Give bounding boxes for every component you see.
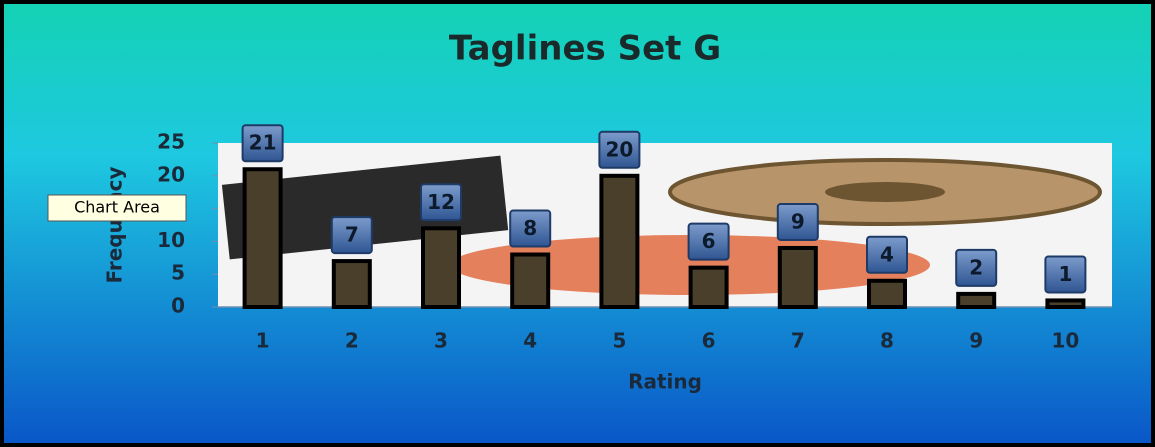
- data-label: 7: [345, 223, 359, 247]
- x-tick-label: 5: [612, 329, 626, 353]
- data-label: 9: [791, 209, 805, 233]
- y-tick-label: 10: [157, 228, 185, 252]
- y-axis-label: Frequency: [103, 166, 127, 283]
- data-label-box: [420, 183, 462, 222]
- x-tick-label: 7: [791, 329, 805, 353]
- x-tick-label: 8: [880, 329, 894, 353]
- data-label: 8: [523, 216, 537, 240]
- bar: [421, 226, 461, 309]
- bar: [777, 245, 818, 310]
- data-label-box: [241, 124, 284, 163]
- data-label-box: [955, 248, 998, 287]
- data-label-box: [509, 209, 552, 248]
- bar: [510, 252, 551, 310]
- bar: [867, 278, 907, 310]
- data-label: 4: [880, 242, 894, 266]
- tooltip: Chart Area: [47, 194, 187, 222]
- bar: [956, 291, 997, 310]
- data-label: 12: [427, 190, 455, 214]
- data-label-box: [330, 216, 373, 255]
- x-tick-label: 2: [345, 329, 359, 353]
- x-tick-label: 6: [702, 329, 716, 353]
- y-tick-label: 20: [157, 162, 185, 186]
- y-tick-label: 0: [171, 294, 185, 318]
- data-label: 21: [249, 131, 277, 155]
- data-label-box: [598, 130, 641, 169]
- data-label-box: [1044, 255, 1087, 294]
- data-label-box: [866, 235, 908, 274]
- bar: [242, 167, 283, 309]
- data-label-box: [776, 202, 819, 241]
- x-tick-label: 4: [523, 329, 537, 353]
- x-tick-label: 9: [969, 329, 983, 353]
- y-tick-label: 25: [157, 130, 185, 154]
- data-label-box: [687, 222, 730, 261]
- x-tick-label: 10: [1051, 329, 1079, 353]
- tooltip-text: Chart Area: [74, 198, 160, 217]
- bar: [1045, 298, 1086, 310]
- x-axis-label: Rating: [628, 370, 702, 394]
- data-label: 6: [702, 229, 716, 253]
- bar: [331, 259, 372, 309]
- chart-title: Taglines Set G: [449, 29, 721, 69]
- y-tick-label: 5: [171, 261, 185, 285]
- bar: [599, 173, 640, 309]
- data-label: 1: [1058, 262, 1072, 286]
- x-tick-label: 3: [434, 329, 448, 353]
- data-label: 2: [969, 255, 983, 279]
- data-label: 20: [605, 137, 633, 161]
- x-tick-label: 1: [256, 329, 270, 353]
- bar: [688, 265, 729, 310]
